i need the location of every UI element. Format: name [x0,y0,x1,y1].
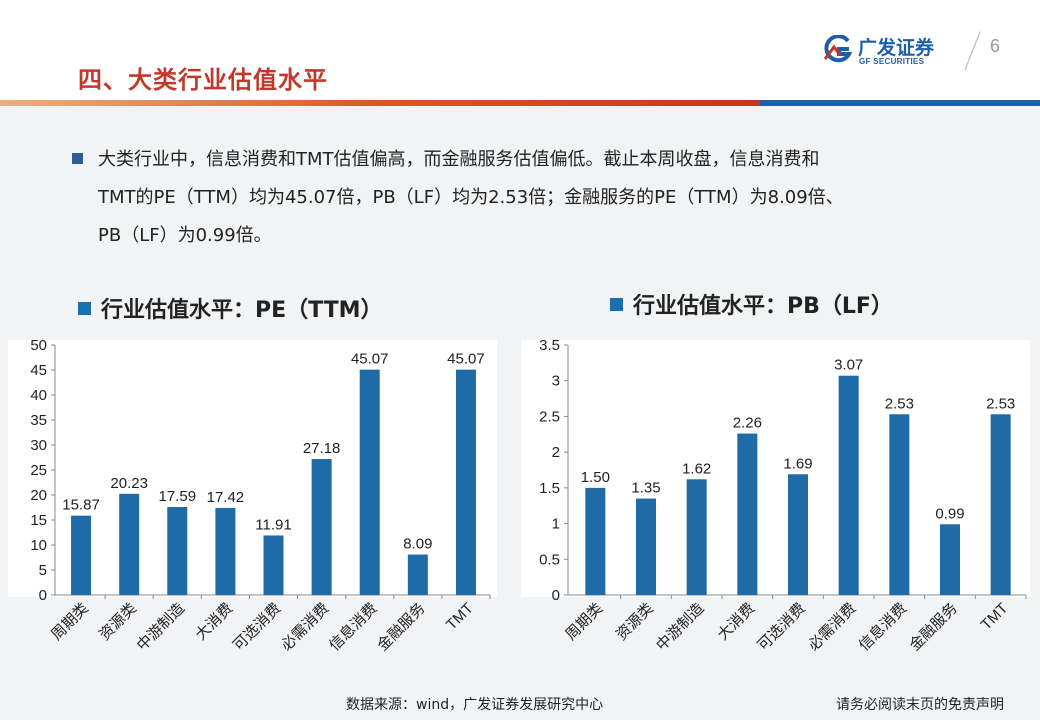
pb-x-tick-label: 信息消费 [856,600,910,654]
pe-y-tick-label: 5 [39,562,47,579]
pb-x-tick-label: 可选消费 [754,600,808,654]
legend-square-icon [78,302,91,315]
header-divider [964,30,980,71]
pe-y-tick-label: 45 [30,362,47,379]
pe-x-tick-label: 可选消费 [230,600,284,654]
pb-y-tick-label: 2.5 [539,408,560,425]
logo-text-en: GF SECURITIES [859,57,925,66]
pe-data-label: 11.91 [255,516,291,533]
pb-y-tick-label: 2 [552,444,560,461]
pb-x-tick-label: 金融服务 [906,600,960,654]
pb-data-label: 2.53 [986,395,1015,412]
pb-x-tick-label: TMT [978,600,1012,634]
pe-y-tick-label: 40 [30,387,47,404]
pe-chart-title: 行业估值水平：PE（TTM） [78,292,383,324]
pe-bar [455,369,476,595]
pe-bar [215,507,236,595]
pe-x-tick-label: 大消费 [192,600,236,644]
footer-disclaimer: 请务必阅读末页的免责声明 [836,697,1004,713]
gf-logo-icon [823,35,852,63]
pe-x-tick-label: TMT [443,600,477,634]
pe-bar [119,493,140,595]
pb-x-tick-label: 周期类 [562,600,606,644]
pb-bar [788,474,808,595]
pe-bar [263,535,284,595]
pe-y-tick-label: 15 [30,512,47,529]
bullet-square-icon [72,153,83,164]
pb-data-label: 1.62 [682,460,711,477]
pe-y-tick-label: 25 [30,462,47,479]
pe-x-tick-label: 必需消费 [278,600,332,654]
summary-line-3: PB（LF）为0.99倍。 [98,225,272,246]
gf-securities-logo: 广发证券 GF SECURITIES [822,33,962,73]
pe-y-tick-label: 30 [30,437,47,454]
pb-y-tick-label: 1.5 [539,480,560,497]
pe-y-tick-label: 35 [30,412,47,429]
pb-data-label: 2.53 [885,395,914,412]
pb-bar [636,498,656,595]
pb-data-label: 0.99 [935,505,964,522]
pb-bar [838,375,859,595]
footer-source: 数据来源：wind，广发证券发展研究中心 [346,697,604,713]
pb-data-label: 3.07 [834,357,863,374]
pb-data-label: 2.26 [733,415,762,432]
pe-data-label: 45.07 [351,351,389,368]
pe-x-tick-label: 信息消费 [326,600,380,654]
pe-bar [359,369,380,595]
pe-y-tick-label: 20 [30,487,47,504]
pe-chart-title-text: 行业估值水平：PE（TTM） [101,298,383,323]
pb-y-tick-label: 0.5 [539,551,560,568]
summary-line-1: 大类行业中，信息消费和TMT估值偏高，而金融服务估值偏低。截止本周收盘，信息消费… [98,149,820,170]
pb-data-label: 1.35 [631,480,660,497]
header-rule-blue [760,100,1040,106]
pe-data-label: 17.42 [207,489,245,506]
pb-bar [889,414,910,595]
pb-data-label: 1.69 [783,455,812,472]
pb-y-tick-label: 1 [552,516,560,533]
pb-x-tick-label: 中游制造 [653,600,707,654]
pb-data-label: 1.50 [581,469,610,486]
pe-data-label: 15.87 [62,497,100,514]
page-number: 6 [990,36,1001,56]
pb-y-tick-label: 3.5 [539,337,560,354]
pe-bar [71,515,92,595]
legend-square-icon [610,298,623,311]
pe-bar [167,507,188,595]
summary-line-2: TMT的PE（TTM）均为45.07倍，PB（LF）均为2.53倍；金融服务的P… [98,187,844,208]
pe-y-tick-label: 0 [39,587,47,604]
pe-x-tick-label: 金融服务 [374,600,428,654]
pe-x-tick-label: 周期类 [48,600,92,644]
summary-paragraph: 大类行业中，信息消费和TMT估值偏高，而金融服务估值偏低。截止本周收盘，信息消费… [98,141,998,255]
pb-x-tick-label: 必需消费 [805,600,859,654]
pe-data-label: 27.18 [303,440,341,457]
pb-y-tick-label: 0 [552,587,560,604]
pb-bar [686,479,707,595]
header-rule-red [0,100,760,106]
pe-x-tick-label: 资源类 [96,600,140,644]
pb-bar [585,487,606,595]
page-title: 四、大类行业估值水平 [78,65,328,94]
logo-text-cn: 广发证券 [858,37,935,59]
pe-bar [407,554,428,595]
pe-y-tick-label: 50 [30,337,47,354]
pb-y-tick-label: 3 [552,373,560,390]
pe-data-label: 8.09 [403,536,432,553]
pe-bar [311,459,332,595]
pe-y-tick-label: 10 [30,537,47,554]
pe-data-label: 45.07 [447,351,485,368]
pb-chart-title: 行业估值水平：PB（LF） [610,288,893,320]
pb-x-tick-label: 大消费 [714,600,758,644]
pb-bar [990,414,1011,595]
pb-chart-title-text: 行业估值水平：PB（LF） [633,294,893,319]
pe-x-tick-label: 中游制造 [134,600,188,654]
header-area [0,0,1040,100]
pb-bar [940,524,960,595]
pe-data-label: 17.59 [159,488,197,505]
pb-x-tick-label: 资源类 [613,600,657,644]
pe-data-label: 20.23 [110,475,148,492]
pb-bar [737,433,758,595]
